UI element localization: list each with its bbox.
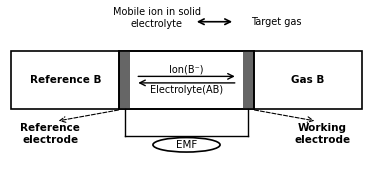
Text: Working
electrode: Working electrode bbox=[295, 123, 351, 145]
Text: Reference
electrode: Reference electrode bbox=[21, 123, 80, 145]
Bar bbox=[243, 51, 254, 109]
Bar bbox=[11, 51, 362, 109]
Text: Ion(B⁻): Ion(B⁻) bbox=[169, 64, 204, 75]
Text: Electrolyte(AB): Electrolyte(AB) bbox=[150, 85, 223, 95]
Ellipse shape bbox=[153, 138, 220, 152]
Text: Gas B: Gas B bbox=[291, 75, 325, 85]
Text: Target gas: Target gas bbox=[251, 17, 301, 27]
Text: Reference B: Reference B bbox=[29, 75, 101, 85]
Bar bbox=[119, 51, 130, 109]
Bar bbox=[119, 51, 254, 109]
Text: EMF: EMF bbox=[176, 140, 197, 150]
Text: Mobile ion in solid
electrolyte: Mobile ion in solid electrolyte bbox=[113, 7, 201, 29]
